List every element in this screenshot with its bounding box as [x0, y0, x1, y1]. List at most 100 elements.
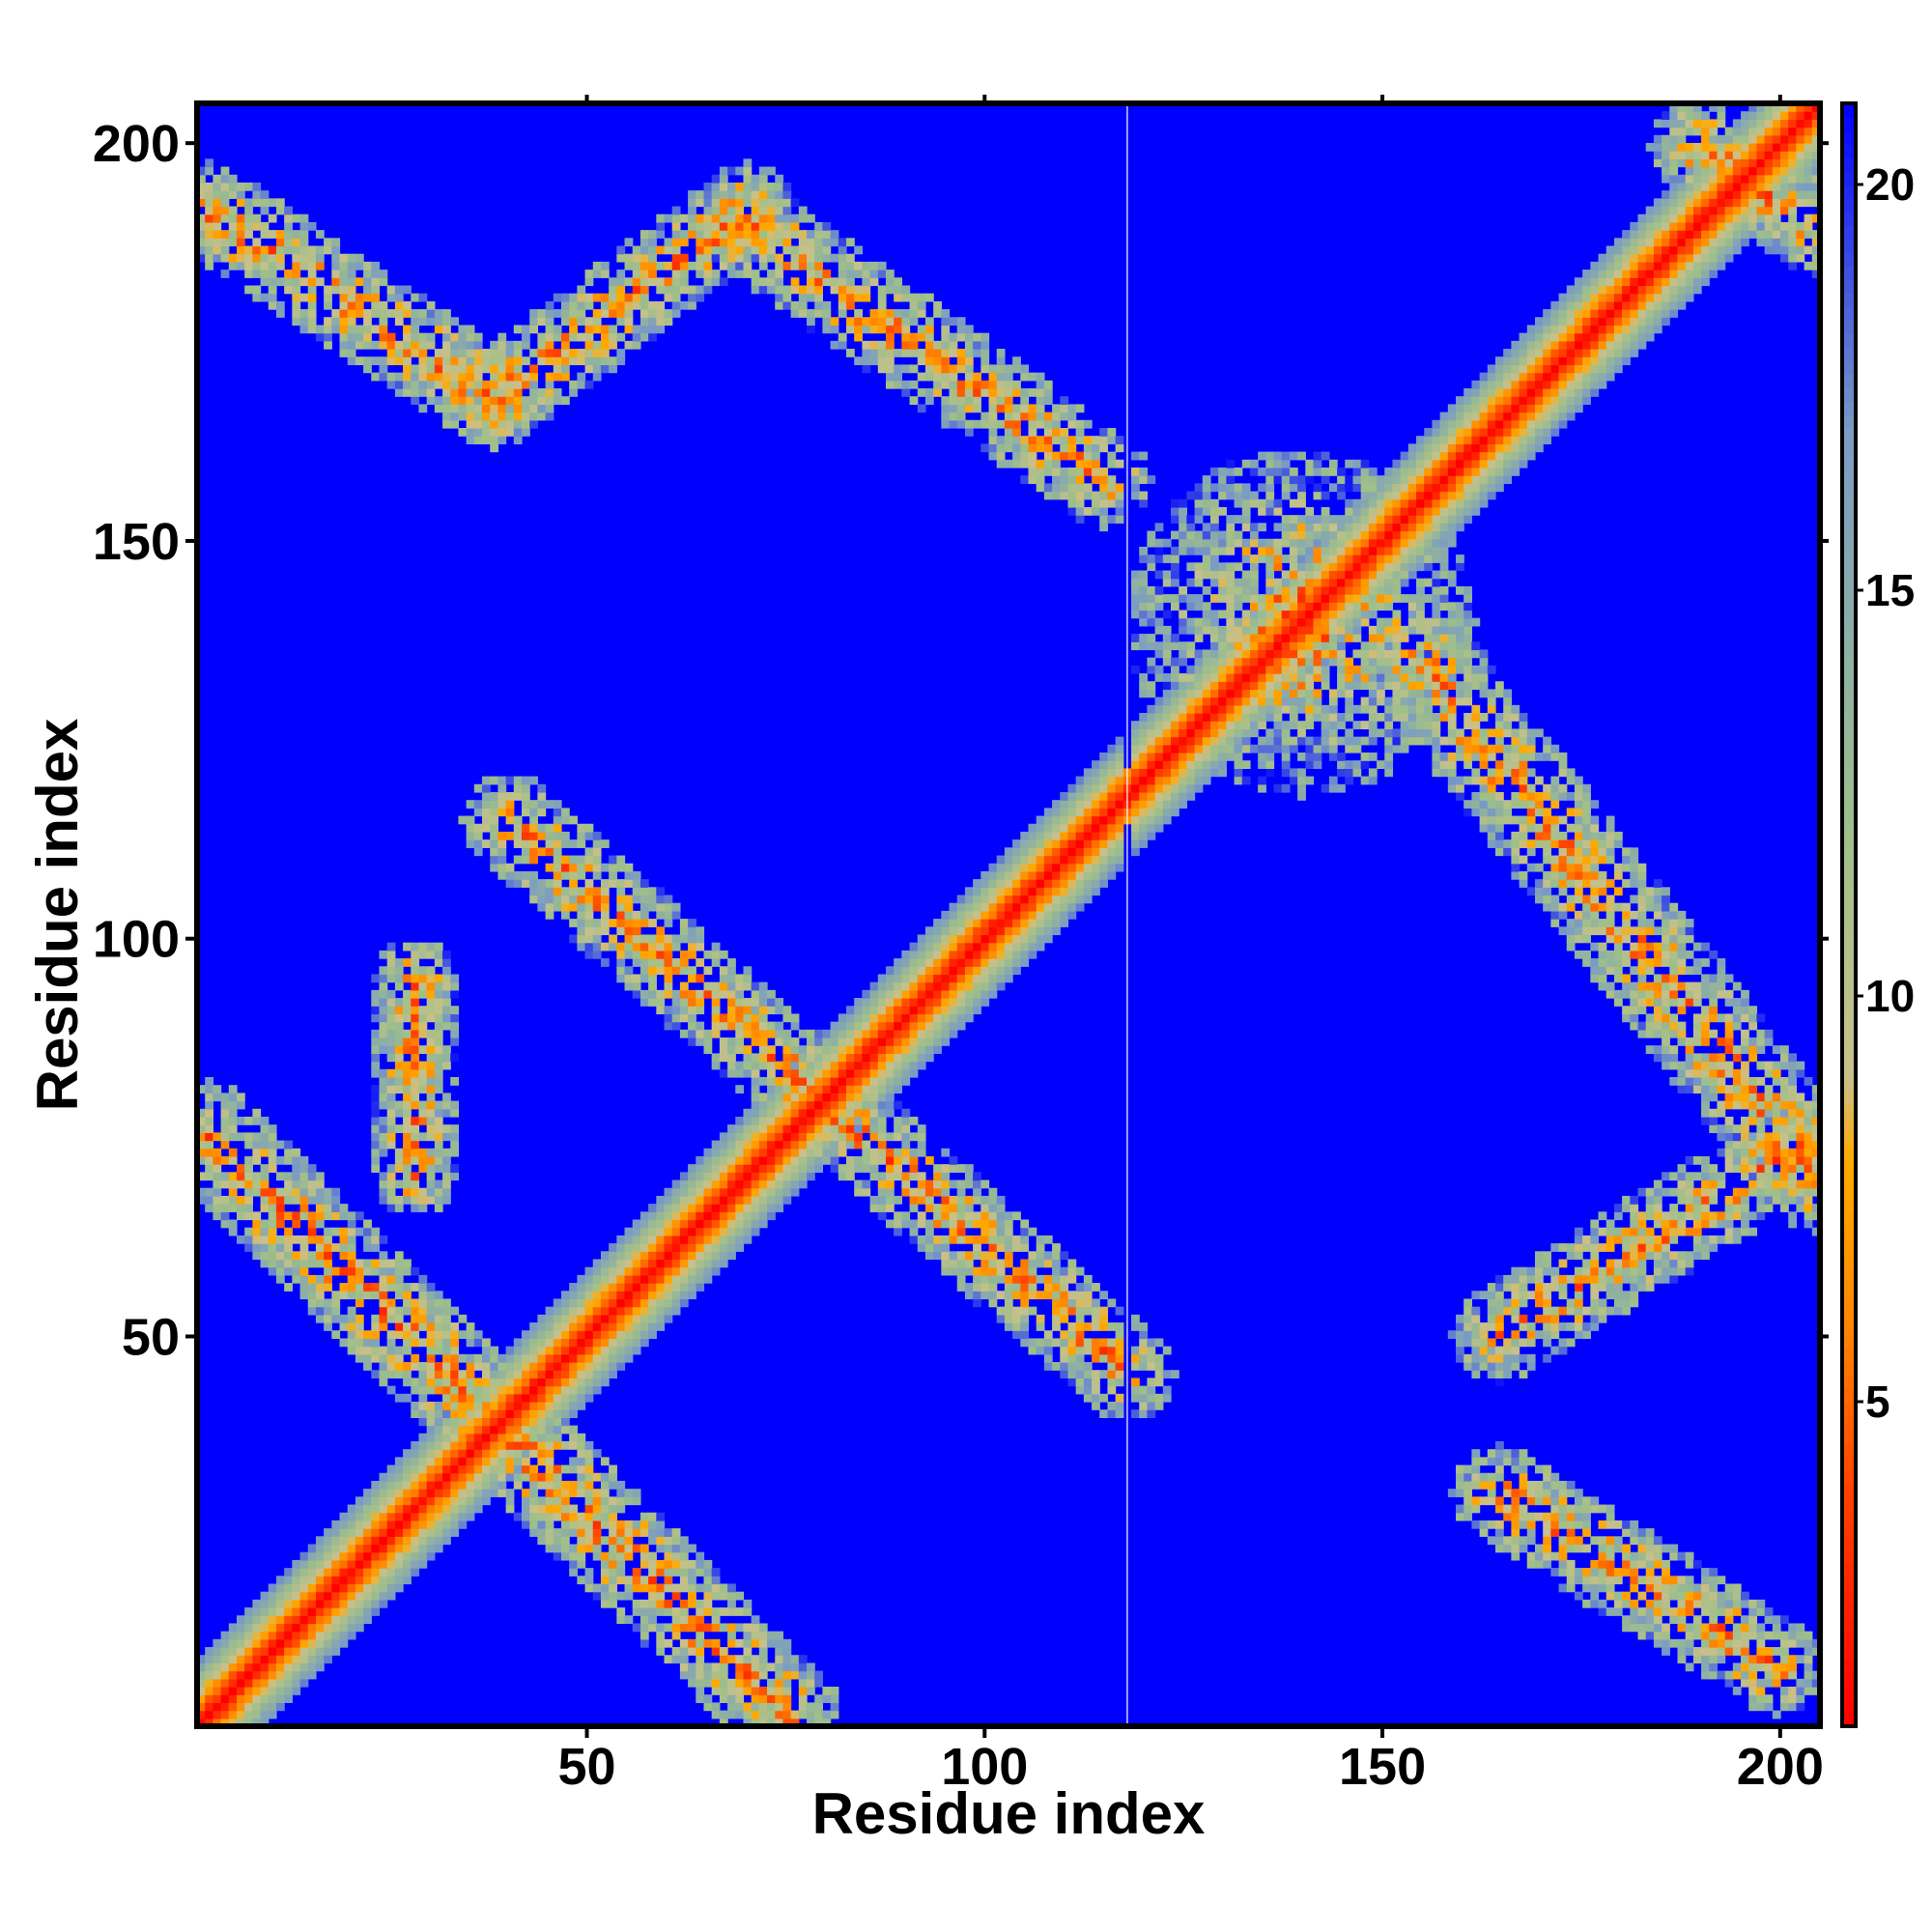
heatmap-cell	[545, 396, 554, 406]
heatmap-cell	[252, 221, 262, 231]
heatmap-cell	[758, 1670, 768, 1680]
heatmap-cell	[656, 1583, 666, 1593]
heatmap-cell	[228, 1655, 238, 1664]
heatmap-cell	[648, 1314, 657, 1323]
heatmap-cell	[442, 1480, 451, 1490]
heatmap-cell	[197, 1687, 206, 1695]
heatmap-cell	[244, 1164, 253, 1173]
heatmap-cell	[909, 966, 919, 976]
heatmap-cell	[260, 1638, 270, 1648]
heatmap-cell	[743, 998, 753, 1007]
heatmap-cell	[743, 221, 753, 231]
heatmap-cell	[371, 974, 381, 983]
heatmap-cell	[624, 1583, 634, 1593]
heatmap-cell	[624, 261, 634, 270]
heatmap-cell	[394, 1266, 404, 1276]
heatmap-cell	[403, 332, 412, 342]
heatmap-cell	[236, 230, 245, 239]
heatmap-cell	[648, 1298, 657, 1308]
heatmap-cell	[577, 870, 586, 880]
heatmap-cell	[894, 1227, 902, 1236]
heatmap-cell	[988, 1291, 998, 1300]
heatmap-cell	[213, 238, 222, 247]
heatmap-cell	[822, 1100, 832, 1110]
heatmap-cell	[442, 974, 451, 983]
heatmap-cell	[735, 1591, 745, 1601]
heatmap-cell	[244, 1195, 253, 1205]
heatmap-cell	[1004, 1322, 1013, 1331]
heatmap-cell	[513, 436, 523, 444]
heatmap-cell	[584, 380, 594, 389]
heatmap-cell	[885, 1037, 895, 1046]
heatmap-cell	[1012, 879, 1021, 888]
heatmap-cell	[600, 879, 610, 888]
heatmap-cell	[671, 1251, 681, 1261]
heatmap-cell	[537, 1457, 547, 1466]
heatmap-cell	[205, 206, 213, 215]
heatmap-cell	[339, 1338, 349, 1348]
heatmap-cell	[379, 1314, 388, 1323]
heatmap-cell	[909, 1164, 919, 1173]
heatmap-cell	[371, 1037, 381, 1046]
heatmap-cell	[624, 1235, 634, 1244]
heatmap-cell	[347, 340, 356, 350]
heatmap-cell	[830, 1085, 839, 1094]
heatmap-cell	[798, 1108, 808, 1118]
heatmap-cell	[790, 1187, 800, 1197]
heatmap-cell	[220, 166, 230, 176]
heatmap-cell	[671, 238, 681, 247]
heatmap-cell	[244, 1623, 253, 1633]
heatmap-cell	[379, 1266, 388, 1276]
heatmap-cell	[830, 325, 839, 334]
heatmap-cell	[639, 910, 649, 920]
heatmap-cell	[632, 1330, 641, 1340]
heatmap-cell	[807, 285, 815, 295]
heatmap-cell	[252, 1211, 262, 1221]
heatmap-cell	[220, 174, 230, 184]
heatmap-cell	[767, 198, 776, 208]
heatmap-cell	[490, 1378, 499, 1387]
heatmap-cell	[577, 1449, 586, 1458]
heatmap-cell	[268, 1678, 277, 1688]
heatmap-cell	[418, 1489, 428, 1497]
heatmap-cell	[624, 1266, 634, 1276]
heatmap-cell	[1004, 1243, 1013, 1252]
heatmap-cell	[671, 285, 681, 295]
heatmap-cell	[260, 1623, 270, 1633]
heatmap-cell	[894, 1211, 902, 1221]
heatmap-cell	[679, 958, 689, 967]
heatmap-cell	[854, 1029, 863, 1038]
heatmap-cell	[901, 998, 911, 1007]
heatmap-cell	[941, 317, 951, 327]
heatmap-cell	[679, 1615, 689, 1625]
heatmap-cell	[830, 277, 839, 287]
heatmap-cell	[600, 1274, 610, 1284]
heatmap-cell	[941, 1259, 951, 1268]
heatmap-cell	[624, 325, 634, 334]
heatmap-cell	[656, 934, 666, 944]
heatmap-cell	[885, 1219, 895, 1229]
heatmap-cell	[466, 1496, 475, 1506]
heatmap-cell	[964, 910, 974, 920]
heatmap-cell	[980, 340, 990, 350]
heatmap-cell	[711, 174, 721, 184]
heatmap-cell	[379, 1489, 388, 1497]
heatmap-cell	[758, 221, 768, 231]
heatmap-cell	[450, 1108, 460, 1118]
heatmap-cell	[830, 1037, 839, 1046]
heatmap-cell	[592, 309, 602, 318]
heatmap-cell	[869, 1045, 879, 1055]
heatmap-cell	[648, 989, 657, 999]
heatmap-cell	[244, 1204, 253, 1212]
heatmap-cell	[988, 372, 998, 382]
heatmap-cell	[869, 349, 879, 357]
heatmap-cell	[743, 974, 753, 983]
heatmap-cell	[434, 1195, 443, 1205]
heatmap-cell	[213, 1187, 222, 1197]
heatmap-cell	[624, 1306, 634, 1316]
heatmap-cell	[988, 1274, 998, 1284]
heatmap-cell	[648, 1219, 657, 1229]
heatmap-cell	[371, 300, 381, 310]
heatmap-cell	[964, 340, 974, 350]
heatmap-cell	[553, 1417, 562, 1427]
